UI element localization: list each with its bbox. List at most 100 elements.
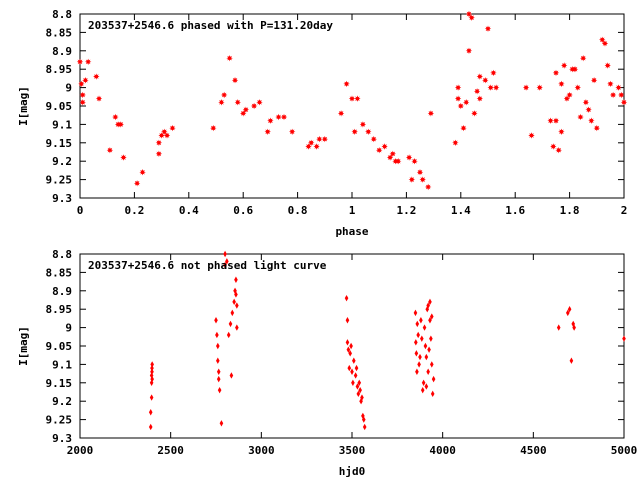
data-point: [150, 375, 154, 383]
data-point: [582, 99, 590, 106]
y-tick-label: 8.8: [52, 248, 72, 261]
data-point: [465, 47, 473, 54]
data-points: [148, 250, 626, 431]
y-tick-label: 9.3: [52, 432, 72, 445]
x-tick-label: 2000: [67, 444, 94, 457]
data-point: [106, 147, 114, 154]
data-point: [242, 106, 250, 113]
y-tick-label: 9.3: [52, 192, 72, 205]
data-point: [421, 379, 426, 386]
data-point: [214, 317, 218, 324]
data-point: [452, 139, 459, 146]
data-point: [427, 346, 431, 353]
data-point: [308, 139, 315, 146]
data-point: [425, 183, 432, 191]
data-point: [395, 158, 402, 165]
data-point: [609, 91, 617, 99]
data-point: [358, 386, 362, 394]
y-tick-label: 9.05: [46, 340, 73, 353]
data-point: [234, 276, 238, 283]
y-tick-label: 8.85: [46, 266, 73, 279]
data-point: [376, 147, 383, 154]
data-point: [601, 40, 609, 47]
data-point: [216, 375, 221, 383]
data-point: [571, 320, 576, 328]
data-point: [493, 84, 500, 91]
data-point: [150, 361, 154, 368]
data-point: [161, 128, 168, 135]
y-tick-labels: 8.8 8.85 8.9 8.95 9 9.05 9.1 9.15 9.2 9.25 9.3: [46, 248, 73, 445]
data-point: [280, 113, 288, 121]
y-tick-label: 8.95: [46, 303, 73, 316]
unphased-chart: 2000 2500 3000 3500 4000 4500 5000 8.88.858.98…: [17, 248, 637, 478]
data-point: [365, 128, 372, 135]
data-point: [405, 154, 413, 161]
data-point: [418, 353, 422, 361]
data-point: [536, 84, 543, 91]
data-point: [620, 99, 628, 106]
x-tick-label: 0.4: [179, 204, 199, 217]
data-point: [235, 302, 239, 309]
data-point: [414, 350, 419, 357]
y-tick-label: 9.25: [46, 174, 73, 187]
y-tick-label: 9.2: [52, 395, 72, 408]
data-point: [476, 73, 483, 80]
data-point: [357, 379, 362, 386]
y-tick-label: 9.15: [46, 137, 73, 150]
data-point: [76, 58, 84, 65]
data-point: [423, 342, 428, 350]
data-point: [484, 25, 492, 32]
data-point: [567, 306, 572, 313]
data-point: [234, 99, 241, 106]
data-point: [577, 113, 584, 121]
data-point: [133, 180, 141, 187]
data-point: [231, 77, 239, 84]
x-tick-labels: 0 0.2 0.4 0.6 0.8 1 1.2 1.4 1.6 1.8 2: [77, 204, 628, 217]
y-tick-label: 9.25: [46, 414, 73, 427]
data-point: [256, 99, 263, 106]
data-point: [431, 375, 436, 383]
data-point: [556, 324, 561, 331]
data-point: [429, 335, 433, 342]
data-point: [148, 423, 153, 431]
data-point: [149, 372, 154, 379]
data-point: [226, 55, 233, 62]
data-point: [599, 36, 606, 43]
data-point: [117, 121, 124, 128]
data-point: [219, 420, 224, 427]
x-tick-label: 0.2: [124, 204, 144, 217]
x-tick-label: 1.8: [560, 204, 580, 217]
data-point: [552, 117, 560, 124]
data-point: [93, 73, 100, 80]
data-point: [112, 113, 119, 121]
data-point: [463, 99, 470, 106]
data-point: [148, 409, 153, 416]
x-tick-label: 0.6: [233, 204, 253, 217]
data-point: [460, 124, 467, 132]
data-point: [550, 143, 557, 150]
x-tick-label: 2: [621, 204, 628, 217]
data-point: [457, 102, 464, 110]
y-tick-label: 9.1: [52, 358, 72, 371]
data-point: [558, 80, 565, 88]
chart-title: 203537+2546.6 phased with P=131.20day: [88, 19, 333, 32]
data-point: [351, 128, 358, 135]
data-point: [565, 309, 570, 317]
data-point: [490, 69, 497, 77]
data-point: [347, 364, 352, 372]
data-point: [221, 91, 228, 99]
data-point: [346, 346, 351, 353]
y-axis-title: I[mag]: [17, 326, 30, 366]
data-point: [622, 335, 626, 342]
y-tick-label: 9: [65, 322, 72, 335]
phased-chart: 0 0.2 0.4 0.6 0.8 1 1.2 1.4 1.6 1.8 2 8.88.858.98.…: [17, 8, 627, 238]
data-point: [223, 250, 227, 258]
data-point: [566, 91, 573, 99]
data-point: [430, 390, 435, 398]
data-point: [552, 69, 560, 77]
data-point: [561, 62, 568, 69]
data-point: [232, 298, 236, 306]
data-point: [563, 95, 571, 102]
data-point: [487, 84, 494, 91]
